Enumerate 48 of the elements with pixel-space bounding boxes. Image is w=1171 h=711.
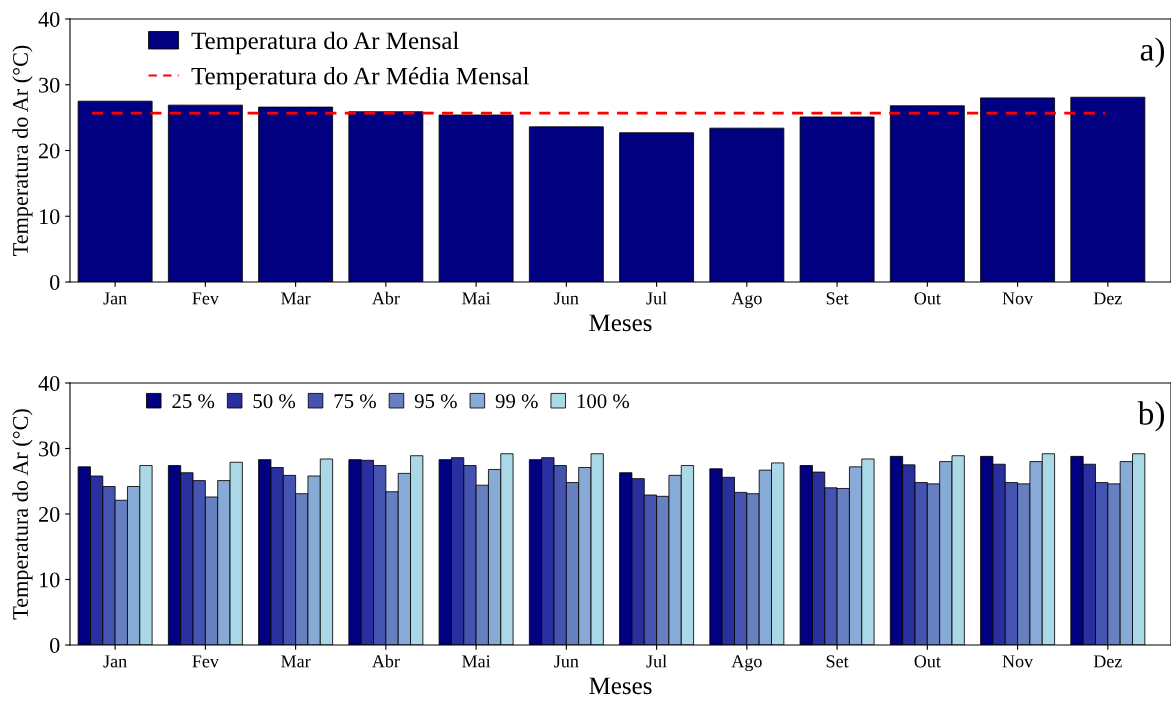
y-tick-label: 40 bbox=[38, 375, 60, 391]
legend-label: 75 % bbox=[334, 394, 376, 409]
x-tick-label: Fev bbox=[192, 655, 219, 668]
x-tick-label: Nov bbox=[1002, 292, 1034, 305]
legend-label: 100 % bbox=[577, 394, 630, 409]
x-tick-label: Jul bbox=[646, 291, 667, 305]
y-tick-label: 10 bbox=[40, 572, 60, 588]
x-tick-label: Out bbox=[914, 292, 941, 305]
x-tick-label: Mar bbox=[281, 655, 311, 668]
y-tick-label: 20 bbox=[39, 143, 60, 159]
y-axis-title: Temperatura do Ar (°C) bbox=[12, 409, 33, 620]
legend-label: 95 % bbox=[414, 394, 457, 409]
x-tick-label: Dez bbox=[1093, 655, 1122, 668]
y-tick-label: 20 bbox=[39, 506, 60, 522]
legend-label: 99 % bbox=[495, 394, 538, 409]
annotation: a) bbox=[1140, 37, 1165, 68]
x-tick-label: Mai bbox=[462, 292, 491, 305]
y-tick-label: 30 bbox=[39, 441, 60, 457]
legend-label: Temperatura do Ar Mensal bbox=[191, 31, 459, 55]
x-tick-label: Jan bbox=[103, 292, 127, 305]
x-tick-label: Ago bbox=[731, 292, 762, 309]
x-tick-label: Mai bbox=[462, 655, 491, 668]
y-tick-label: 10 bbox=[40, 209, 60, 225]
x-tick-label: Set bbox=[826, 655, 849, 668]
y-tick-label: 40 bbox=[38, 11, 60, 27]
x-tick-label: Out bbox=[914, 655, 941, 668]
y-tick-label: 0 bbox=[50, 274, 60, 290]
annotation: b) bbox=[1137, 401, 1165, 432]
legend-label: 25 % bbox=[172, 394, 215, 409]
x-tick-label: Ago bbox=[731, 655, 762, 672]
x-tick-label: Nov bbox=[1002, 655, 1034, 668]
x-tick-label: Set bbox=[826, 292, 849, 305]
x-tick-label: Abr bbox=[372, 654, 400, 668]
legend-label: Temperatura do Ar Média Mensal bbox=[191, 66, 529, 90]
x-tick-label: Jan bbox=[103, 655, 127, 668]
legend-label: 50 % bbox=[253, 394, 296, 409]
x-tick-label: Abr bbox=[372, 291, 400, 305]
x-axis-title: Meses bbox=[589, 677, 652, 695]
x-tick-label: Dez bbox=[1093, 292, 1122, 305]
y-axis-title: Temperatura do Ar (°C) bbox=[12, 45, 33, 256]
y-tick-label: 0 bbox=[50, 637, 60, 653]
x-tick-label: Jun bbox=[554, 655, 579, 668]
x-tick-label: Mar bbox=[281, 292, 311, 305]
y-tick-label: 30 bbox=[39, 77, 60, 93]
x-tick-label: Jun bbox=[554, 292, 579, 305]
x-axis-title: Meses bbox=[589, 314, 652, 332]
x-tick-label: Jul bbox=[646, 654, 667, 668]
x-tick-label: Fev bbox=[192, 292, 219, 305]
